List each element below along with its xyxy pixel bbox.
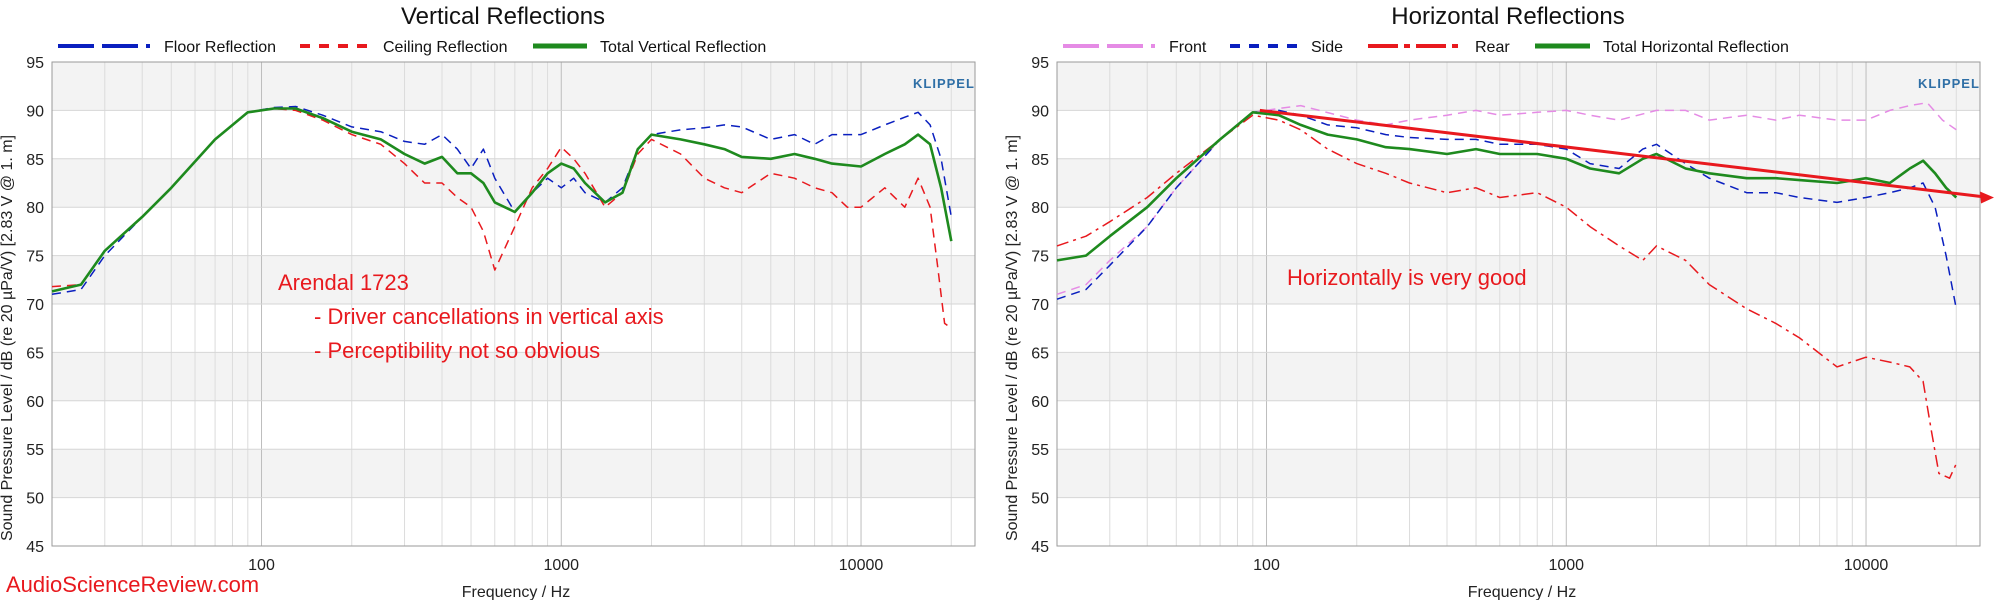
legend-label-rear: Rear <box>1475 39 1510 56</box>
y-tick-label: 50 <box>26 491 44 508</box>
klippel-logo: KLIPPEL <box>913 76 975 91</box>
x-tick-label: 10000 <box>1844 557 1889 574</box>
trend-arrow-line <box>1259 108 1983 199</box>
y-axis-label: Sound Pressure Level / dB (re 20 µPa/V) … <box>1004 135 1021 541</box>
y-tick-label: 50 <box>1031 491 1049 508</box>
plot-frame <box>51 61 976 547</box>
y-tick-label: 80 <box>1031 200 1049 217</box>
y-axis-label: Sound Pressure Level / dB (re 20 µPa/V) … <box>0 135 16 541</box>
x-axis-label: Frequency / Hz <box>1468 584 1576 600</box>
annotation-model: Arendal 1723 <box>278 270 409 295</box>
legend-label-floor: Floor Reflection <box>164 39 276 56</box>
x-tick-label: 10000 <box>839 557 884 574</box>
y-tick-label: 75 <box>1031 249 1049 266</box>
series-line-total-vertical-reflection <box>51 107 953 293</box>
y-tick-label: 75 <box>26 249 44 266</box>
grid-band <box>52 158 975 208</box>
klippel-logo: KLIPPEL <box>1918 76 1980 91</box>
y-tick-label: 90 <box>26 103 44 120</box>
x-tick-label: 100 <box>248 557 275 574</box>
grid-band <box>52 62 975 111</box>
legend-label-side: Side <box>1311 39 1343 56</box>
grid-band <box>1057 255 1980 304</box>
plot-area: 45 50 55 60 65 70 75 80 85 90 95 100 1000 10000 <box>26 55 976 574</box>
x-tick-label: 100 <box>1253 557 1280 574</box>
y-tick-label: 65 <box>26 345 44 362</box>
site-watermark: AudioScienceReview.com <box>6 572 259 597</box>
y-tick-label: 45 <box>1031 539 1049 556</box>
grid-band <box>52 255 975 304</box>
annotation-horizontal: Horizontally is very good <box>1287 265 1527 290</box>
y-tick-label: 80 <box>26 200 44 217</box>
horizontal-reflections-panel: Horizontal Reflections Front Side Rear T… <box>1004 3 1994 600</box>
y-tick-label: 95 <box>1031 55 1049 72</box>
series-line-total-horizontal-reflection <box>1056 111 1958 262</box>
y-tick-label: 85 <box>26 152 44 169</box>
trend-arrow-head <box>1980 191 1994 204</box>
y-tick-label: 95 <box>26 55 44 72</box>
x-axis-label: Frequency / Hz <box>462 584 570 600</box>
grid-band <box>1057 62 1980 111</box>
annotation-line-1: - Driver cancellations in vertical axis <box>314 304 664 329</box>
annotation-line-2: - Perceptibility not so obvious <box>314 338 600 363</box>
grid-band <box>52 449 975 498</box>
series-line-rear <box>1056 114 1957 479</box>
legend-label-front: Front <box>1169 39 1207 56</box>
chart-title: Horizontal Reflections <box>1391 3 1624 30</box>
chart-title: Vertical Reflections <box>401 3 605 30</box>
legend-label-total: Total Horizontal Reflection <box>1603 39 1789 56</box>
y-tick-label: 60 <box>26 394 44 411</box>
y-tick-label: 45 <box>26 539 44 556</box>
plot-frame <box>1056 61 1981 547</box>
legend-label-total: Total Vertical Reflection <box>600 39 766 56</box>
legend: Floor Reflection Ceiling Reflection Tota… <box>58 39 766 56</box>
grid-band <box>52 352 975 401</box>
y-tick-label: 85 <box>1031 152 1049 169</box>
vertical-reflections-panel: Vertical Reflections Floor Reflection Ce… <box>0 3 976 600</box>
x-tick-label: 1000 <box>543 557 579 574</box>
plot-area: 45 50 55 60 65 70 75 80 85 90 95 100 1000 10000 <box>1031 55 1994 574</box>
grid-band <box>1057 449 1980 498</box>
y-tick-label: 70 <box>1031 297 1049 314</box>
x-tick-label: 1000 <box>1548 557 1584 574</box>
y-tick-label: 60 <box>1031 394 1049 411</box>
legend: Front Side Rear Total Horizontal Reflect… <box>1063 39 1789 56</box>
y-tick-label: 65 <box>1031 345 1049 362</box>
y-tick-label: 90 <box>1031 103 1049 120</box>
grid-band <box>1057 352 1980 401</box>
y-tick-label: 55 <box>26 442 44 459</box>
y-tick-label: 55 <box>1031 442 1049 459</box>
legend-label-ceiling: Ceiling Reflection <box>383 39 508 56</box>
y-tick-label: 70 <box>26 297 44 314</box>
